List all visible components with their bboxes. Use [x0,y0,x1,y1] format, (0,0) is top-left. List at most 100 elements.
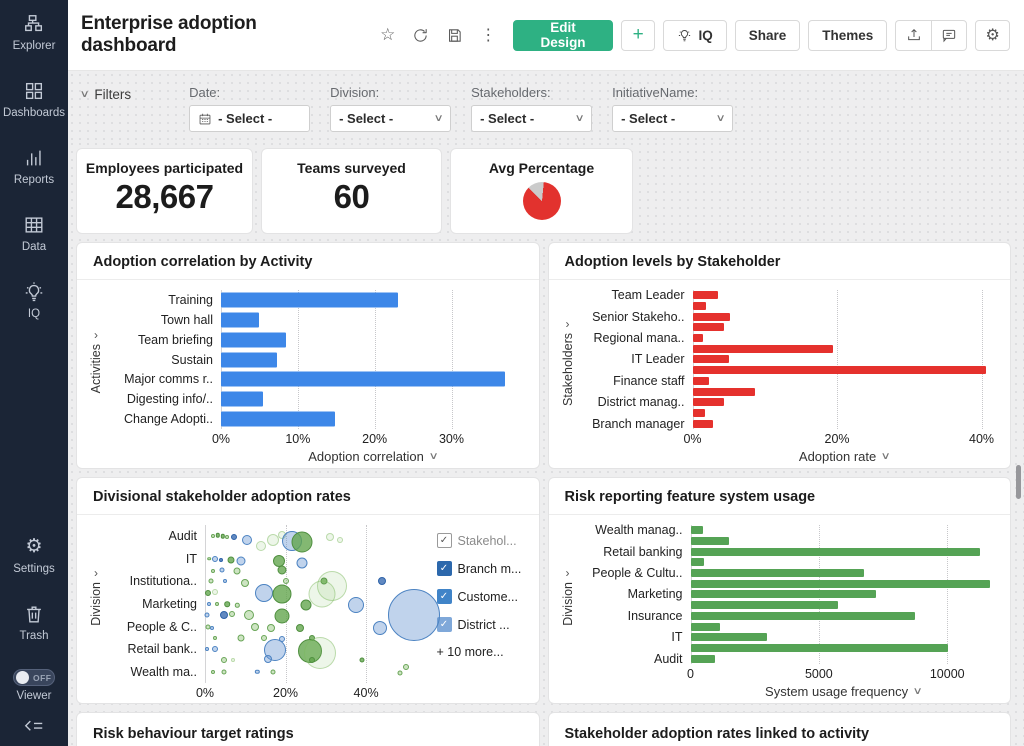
bar[interactable] [692,302,707,311]
bar[interactable] [690,537,730,546]
checkbox-checked-icon[interactable]: ✓ [436,561,452,576]
bar[interactable] [690,654,715,663]
bubble[interactable] [251,622,260,631]
scrollbar-thumb[interactable] [1016,465,1021,499]
bar[interactable] [692,344,833,353]
bubble[interactable] [242,534,253,545]
bubble[interactable] [221,669,227,675]
bubble[interactable] [388,589,441,642]
bubble[interactable] [282,578,289,585]
checkbox-checked-icon[interactable]: ✓ [436,533,452,548]
bar[interactable] [221,292,398,308]
bubble[interactable] [215,602,220,606]
bar[interactable] [692,408,705,417]
bubble[interactable] [325,533,334,542]
sidebar-item-explorer[interactable]: Explorer [0,12,68,52]
bar[interactable] [692,312,731,321]
bubble[interactable] [220,657,227,664]
bubble[interactable] [403,664,410,671]
comments-button[interactable] [931,19,968,51]
bubble[interactable] [215,532,221,538]
bubble[interactable] [241,578,250,587]
bar[interactable] [692,291,718,300]
bubble[interactable] [236,556,246,566]
x-axis-title[interactable]: Adoption rate ∨ [693,447,997,466]
favorite-star-icon[interactable]: ☆ [380,25,396,44]
save-icon[interactable] [446,27,463,44]
bubble[interactable] [212,646,219,653]
chevron-expand-icon[interactable]: › [565,316,570,331]
sidebar-item-reports[interactable]: Reports [0,146,68,186]
bubble[interactable] [223,579,228,584]
bubble[interactable] [336,536,343,543]
filter-select-division[interactable]: - Select - ∨ [330,105,452,132]
bubble[interactable] [300,599,312,611]
bubble[interactable] [210,625,215,630]
bar[interactable] [692,366,986,375]
legend-item[interactable]: ✓ Custome... [436,589,525,604]
bar[interactable] [690,590,877,599]
bar[interactable] [690,526,703,535]
bar[interactable] [690,601,839,610]
filter-select-date[interactable]: - Select - [189,105,311,132]
bar[interactable] [221,312,260,328]
bubble[interactable] [263,655,272,664]
edit-design-button[interactable]: Edit Design [513,19,613,51]
iq-button[interactable]: IQ [663,19,727,51]
bar[interactable] [692,419,713,428]
bubble[interactable] [205,647,210,652]
bubble[interactable] [295,623,304,632]
bubble[interactable] [208,578,214,584]
chevron-expand-icon[interactable]: › [94,328,98,343]
bubble[interactable] [205,589,212,596]
bubble[interactable] [272,584,291,604]
kpi-pie-chart[interactable] [522,182,561,220]
bar[interactable] [690,579,990,588]
bar[interactable] [221,352,278,367]
bubble[interactable] [378,577,387,586]
sidebar-item-dashboards[interactable]: Dashboards [0,79,68,119]
settings-button[interactable]: ⚙ [975,19,1010,51]
bubble[interactable] [205,624,211,630]
bubble[interactable] [219,611,228,620]
sidebar-item-iq[interactable]: IQ [0,280,68,320]
bubble[interactable] [237,634,245,642]
bubble[interactable] [231,658,236,663]
bubble[interactable] [296,557,308,569]
sidebar-item-trash[interactable]: Trash [0,602,68,642]
bar[interactable] [692,398,724,407]
bubble[interactable] [348,597,364,614]
bar[interactable] [221,391,264,407]
chevron-expand-icon[interactable]: › [565,566,570,581]
bar[interactable] [690,547,980,556]
bar[interactable] [690,569,865,578]
bubble[interactable] [303,636,336,669]
x-axis-title[interactable]: System usage frequency ∨ [691,682,997,701]
checkbox-checked-icon[interactable]: ✓ [436,589,452,604]
share-button[interactable]: Share [734,19,801,51]
bubble[interactable] [211,534,216,539]
bubble[interactable] [256,541,267,552]
bubble[interactable] [308,580,336,608]
bar[interactable] [690,611,916,620]
bubble[interactable] [211,669,216,674]
bubble[interactable] [228,611,235,618]
kebab-menu-icon[interactable]: ⋮ [480,27,497,44]
sidebar-item-data[interactable]: Data [0,213,68,253]
bubble[interactable] [230,534,237,541]
bar[interactable] [690,622,721,631]
bubble[interactable] [397,670,403,676]
viewer-toggle-item[interactable]: OFF Viewer [0,669,68,702]
add-button[interactable]: + [620,19,656,51]
legend-header[interactable]: ✓ Stakehol... [436,533,525,548]
filters-toggle[interactable]: ∨ Filters [80,87,132,102]
bar[interactable] [692,376,710,385]
bar[interactable] [692,323,724,332]
themes-button[interactable]: Themes [808,19,888,51]
refresh-icon[interactable] [412,27,429,44]
bubble[interactable] [225,535,230,540]
bubble[interactable] [260,634,267,641]
bar[interactable] [221,332,286,348]
legend-item[interactable]: ✓ Branch m... [436,561,525,576]
filter-select-initiative-name[interactable]: - Select - ∨ [612,105,734,132]
